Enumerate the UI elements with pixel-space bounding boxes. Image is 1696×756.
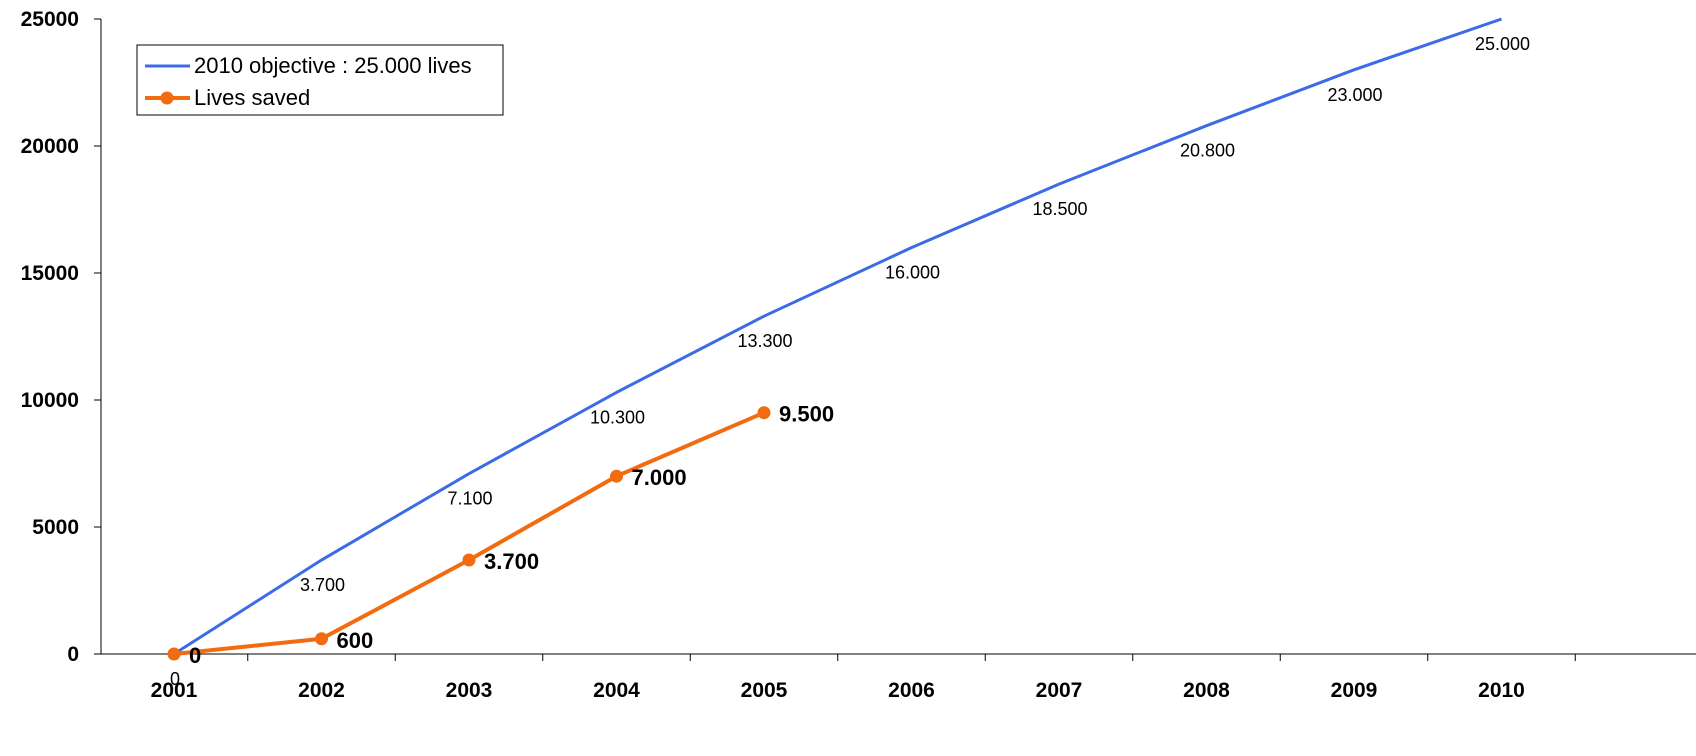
data-label-objective: 16.000 [885,263,940,283]
legend: 2010 objective : 25.000 lives Lives saved [136,44,504,116]
x-tick-label: 2005 [741,679,788,702]
data-label-lives-saved: 9.500 [779,402,834,427]
y-tick-label: 20000 [21,135,79,158]
legend-marker-lives-saved [160,91,174,105]
data-label-objective: 0 [170,669,180,689]
y-tick-label: 25000 [21,8,79,31]
data-labels: 0 3.700 7.100 10.300 13.300 16.000 18.500 20.80… [170,34,1530,689]
x-tick-label: 2006 [888,679,935,702]
data-label-objective: 20.800 [1180,141,1235,161]
x-tick-label: 2010 [1478,679,1525,702]
legend-label-lives-saved: Lives saved [194,85,310,110]
y-tick-label: 15000 [21,262,79,285]
data-label-objective: 25.000 [1475,34,1530,54]
legend-label-objective: 2010 objective : 25.000 lives [194,53,472,78]
data-label-objective: 3.700 [300,575,345,595]
data-point-lives-saved [462,553,476,567]
x-tick-label: 2007 [1036,679,1083,702]
series-lines [167,17,1502,661]
data-label-lives-saved: 0 [189,643,201,668]
data-label-objective: 7.100 [447,489,492,509]
x-axis-tick-labels: 2001 2002 2003 2004 2005 2006 2007 2008 2009 2010 [151,679,1525,702]
y-tick-label: 0 [67,643,79,666]
y-tick-label: 10000 [21,389,79,412]
x-tick-label: 2004 [593,679,640,702]
y-axis-tick-labels: 0 5000 10000 15000 20000 25000 [21,8,79,666]
x-tick-label: 2008 [1183,679,1230,702]
series-line-objective [173,17,1502,656]
data-label-objective: 13.300 [737,331,792,351]
legend-box [136,44,504,116]
data-label-objective: 10.300 [590,407,645,427]
data-label-lives-saved: 600 [337,628,374,653]
x-tick-label: 2001 [151,679,198,702]
data-label-objective: 23.000 [1327,85,1382,105]
data-point-lives-saved [610,469,623,483]
x-tick-label: 2003 [446,679,493,702]
axes [94,18,1696,661]
x-tick-label: 2002 [298,679,345,702]
data-point-lives-saved [757,406,771,420]
y-tick-label: 5000 [32,516,79,539]
x-tick-label: 2009 [1331,679,1378,702]
data-label-lives-saved: 7.000 [632,465,687,490]
data-point-lives-saved [315,632,328,646]
data-label-objective: 18.500 [1032,199,1087,219]
data-point-lives-saved [167,647,181,661]
series-line-lives-saved [173,410,765,656]
data-label-lives-saved: 3.700 [484,549,539,574]
